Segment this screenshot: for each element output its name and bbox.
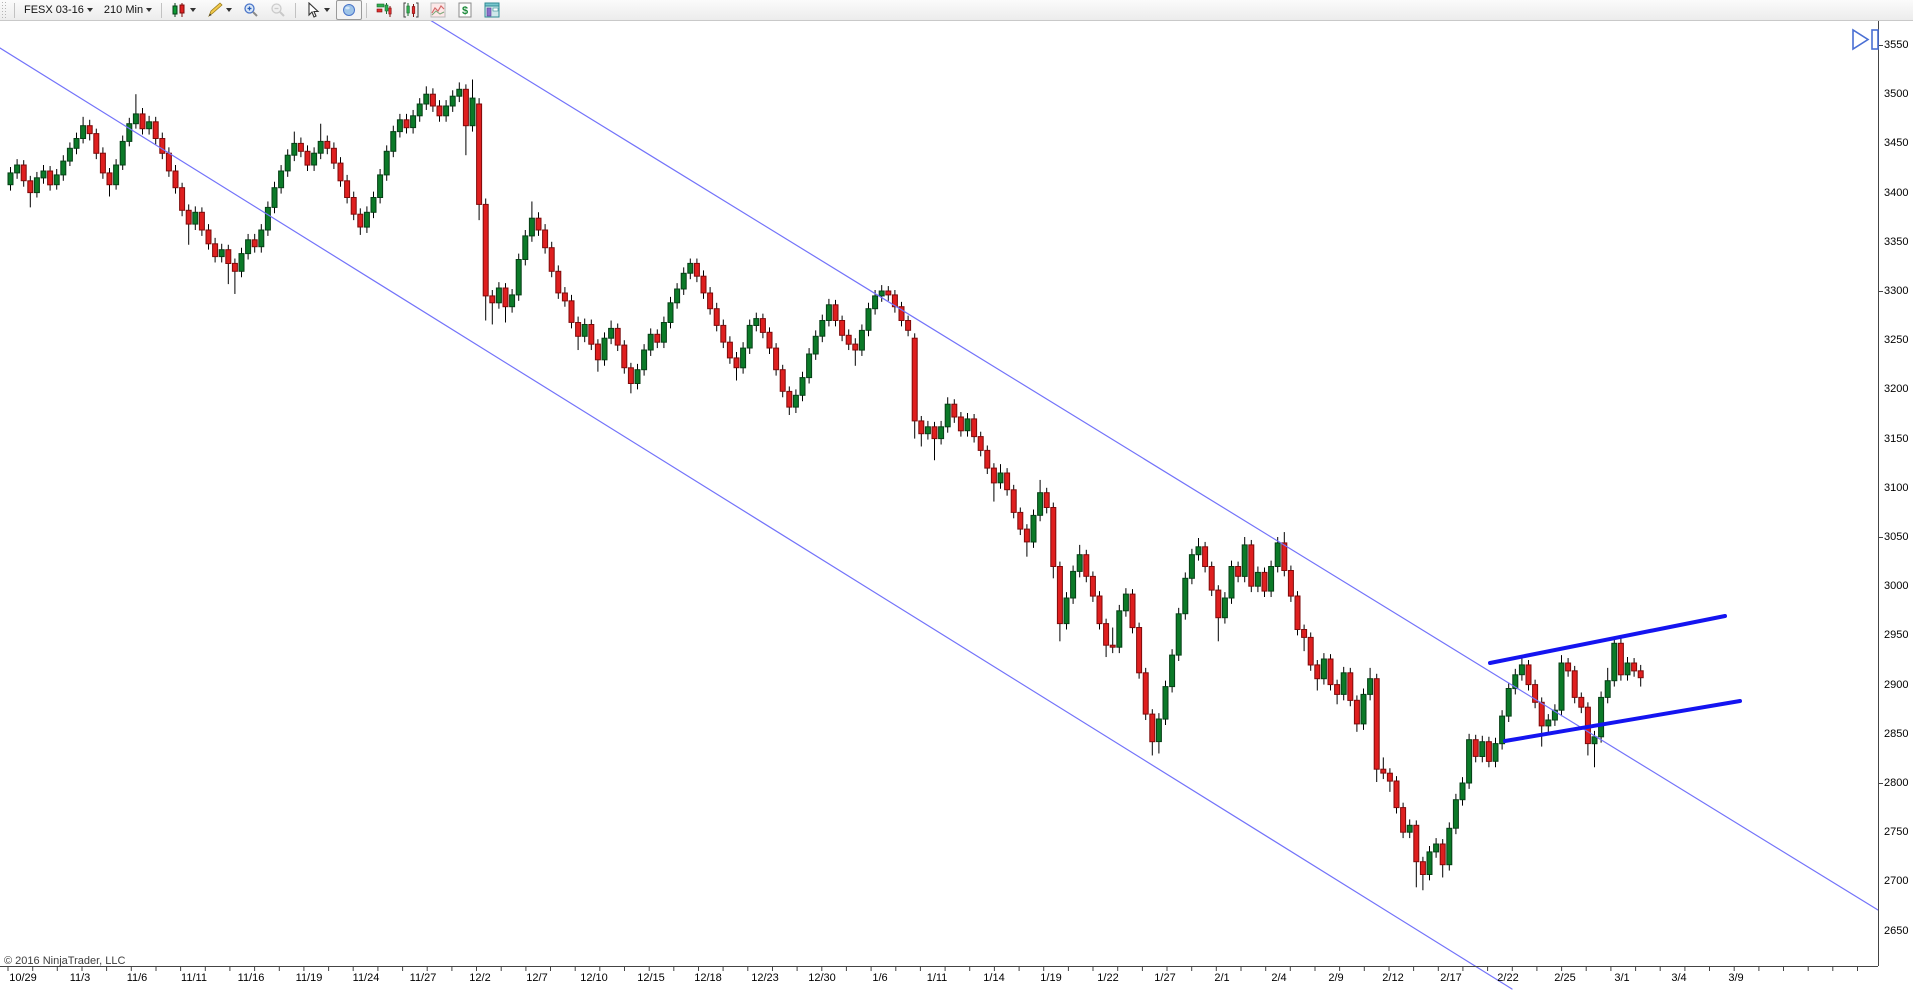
toolbar-separator xyxy=(366,2,368,18)
chart-properties-button[interactable] xyxy=(425,0,451,20)
time-axis-label: 1/14 xyxy=(983,972,1005,984)
time-axis-label: 1/27 xyxy=(1154,972,1176,984)
cursor-tool-button[interactable] xyxy=(300,0,335,20)
go-to-last-bar-icon xyxy=(1852,28,1879,51)
price-axis-label: 3150 xyxy=(1884,432,1909,445)
down-channel-upper-line xyxy=(429,19,1879,911)
go-to-last-bar-button[interactable] xyxy=(1850,28,1884,57)
toolbar-grip-handle[interactable] xyxy=(1,2,8,18)
price-axis-label: 2850 xyxy=(1884,727,1909,740)
time-axis-label: 12/10 xyxy=(580,972,608,984)
time-axis-label: 2/17 xyxy=(1440,972,1462,984)
time-axis-label: 10/29 xyxy=(9,972,37,984)
toolbar-separator xyxy=(295,2,297,18)
flag-channel-lower-line xyxy=(1503,699,1742,743)
time-axis-label: 1/11 xyxy=(926,972,948,984)
time-axis-label: 2/12 xyxy=(1382,972,1404,984)
price-axis-label: 3100 xyxy=(1884,481,1909,494)
chart-properties-icon xyxy=(430,2,446,18)
price-axis-label: 3050 xyxy=(1884,531,1909,543)
svg-text:$: $ xyxy=(462,5,468,17)
indicators-icon xyxy=(376,3,392,17)
time-axis-label: 12/18 xyxy=(694,972,722,984)
ninjatrader-watermark: © 2016 NinjaTrader, LLC xyxy=(4,955,126,967)
snap-mode-globe-icon xyxy=(343,4,356,16)
time-axis-label: 2/25 xyxy=(1554,972,1576,984)
time-axis-label: 2/1 xyxy=(1214,972,1230,984)
time-axis-label: 12/30 xyxy=(808,972,836,984)
time-axis-label: 11/3 xyxy=(69,972,91,984)
time-axis-label: 11/16 xyxy=(237,972,265,984)
interval-label: 210 Min xyxy=(103,4,144,16)
data-series-button[interactable] xyxy=(398,0,424,20)
flag-channel-upper-line xyxy=(1488,614,1727,665)
time-axis-label: 11/24 xyxy=(352,972,380,984)
price-axis-label: 2700 xyxy=(1884,875,1909,888)
snap-mode-button[interactable] xyxy=(336,0,363,20)
price-axis-label: 3200 xyxy=(1884,383,1909,396)
time-axis-label: 11/6 xyxy=(126,972,148,984)
time-axis-label: 11/11 xyxy=(181,972,207,984)
data-series-icon xyxy=(403,2,419,18)
price-axis-label: 2900 xyxy=(1884,678,1909,691)
price-axis-label: 2950 xyxy=(1884,629,1909,642)
drawing-tools-button[interactable] xyxy=(202,0,237,20)
time-axis-label: 3/4 xyxy=(1671,972,1687,984)
toolbar-separator xyxy=(161,2,163,18)
price-axis-label: 3000 xyxy=(1884,580,1909,593)
price-axis-label: 2800 xyxy=(1884,777,1909,789)
price-axis-label: 3500 xyxy=(1884,88,1909,101)
time-axis-label: 3/9 xyxy=(1728,972,1744,984)
zoom-out-icon xyxy=(271,3,285,17)
time-axis-label: 12/23 xyxy=(751,972,779,984)
zoom-in-button[interactable] xyxy=(238,0,264,20)
indicators-button[interactable] xyxy=(371,0,397,20)
cursor-pointer-icon xyxy=(308,2,320,18)
chart-trader-button[interactable] xyxy=(479,0,505,20)
chevron-down-icon xyxy=(146,8,153,12)
time-axis-label: 12/7 xyxy=(526,972,548,984)
drawing-tools-pencil-icon xyxy=(208,2,223,18)
chevron-down-icon xyxy=(226,8,233,12)
time-axis-label: 11/19 xyxy=(295,972,323,984)
time-axis-label: 2/9 xyxy=(1328,972,1344,984)
price-axis-label: 3300 xyxy=(1884,285,1909,297)
chart-style-button[interactable] xyxy=(166,0,201,20)
instrument-label: FESX 03-16 xyxy=(24,4,84,16)
time-axis-label: 11/27 xyxy=(409,972,437,984)
price-axis-label: 2650 xyxy=(1884,924,1909,937)
chart-style-candlestick-icon xyxy=(172,3,185,17)
time-axis-label: 2/22 xyxy=(1497,972,1519,984)
down-channel-lower-line xyxy=(0,47,1513,990)
price-axis-label: 3400 xyxy=(1884,186,1909,199)
zoom-out-button[interactable] xyxy=(265,0,291,20)
instrument-selector[interactable]: FESX 03-16 xyxy=(19,0,98,20)
account-dollar-icon: $ xyxy=(458,2,472,18)
time-axis-label: 1/6 xyxy=(872,972,888,984)
price-axis-label: 3250 xyxy=(1884,334,1909,347)
chevron-down-icon xyxy=(324,8,331,12)
price-axis-label: 3450 xyxy=(1884,137,1909,150)
zoom-in-icon xyxy=(244,3,258,17)
price-axis-label: 3550 xyxy=(1884,39,1909,51)
price-axis-label: 3350 xyxy=(1884,235,1909,248)
chevron-down-icon xyxy=(190,8,197,12)
chevron-down-icon xyxy=(86,8,93,12)
interval-selector[interactable]: 210 Min xyxy=(99,0,157,20)
toolbar-separator xyxy=(14,2,15,18)
account-dollar-button[interactable]: $ xyxy=(452,0,478,20)
time-axis-label: 12/15 xyxy=(637,972,665,984)
time-axis-label: 2/4 xyxy=(1271,972,1287,984)
time-axis-label: 12/2 xyxy=(469,972,491,984)
chart-trader-icon xyxy=(484,2,500,18)
price-axis-label: 2750 xyxy=(1884,826,1909,839)
time-axis-label: 1/22 xyxy=(1097,972,1119,984)
time-axis-label: 1/19 xyxy=(1040,972,1062,984)
chart-toolbar: FESX 03-16 210 Min xyxy=(0,0,1913,21)
time-axis-label: 3/1 xyxy=(1614,972,1630,984)
